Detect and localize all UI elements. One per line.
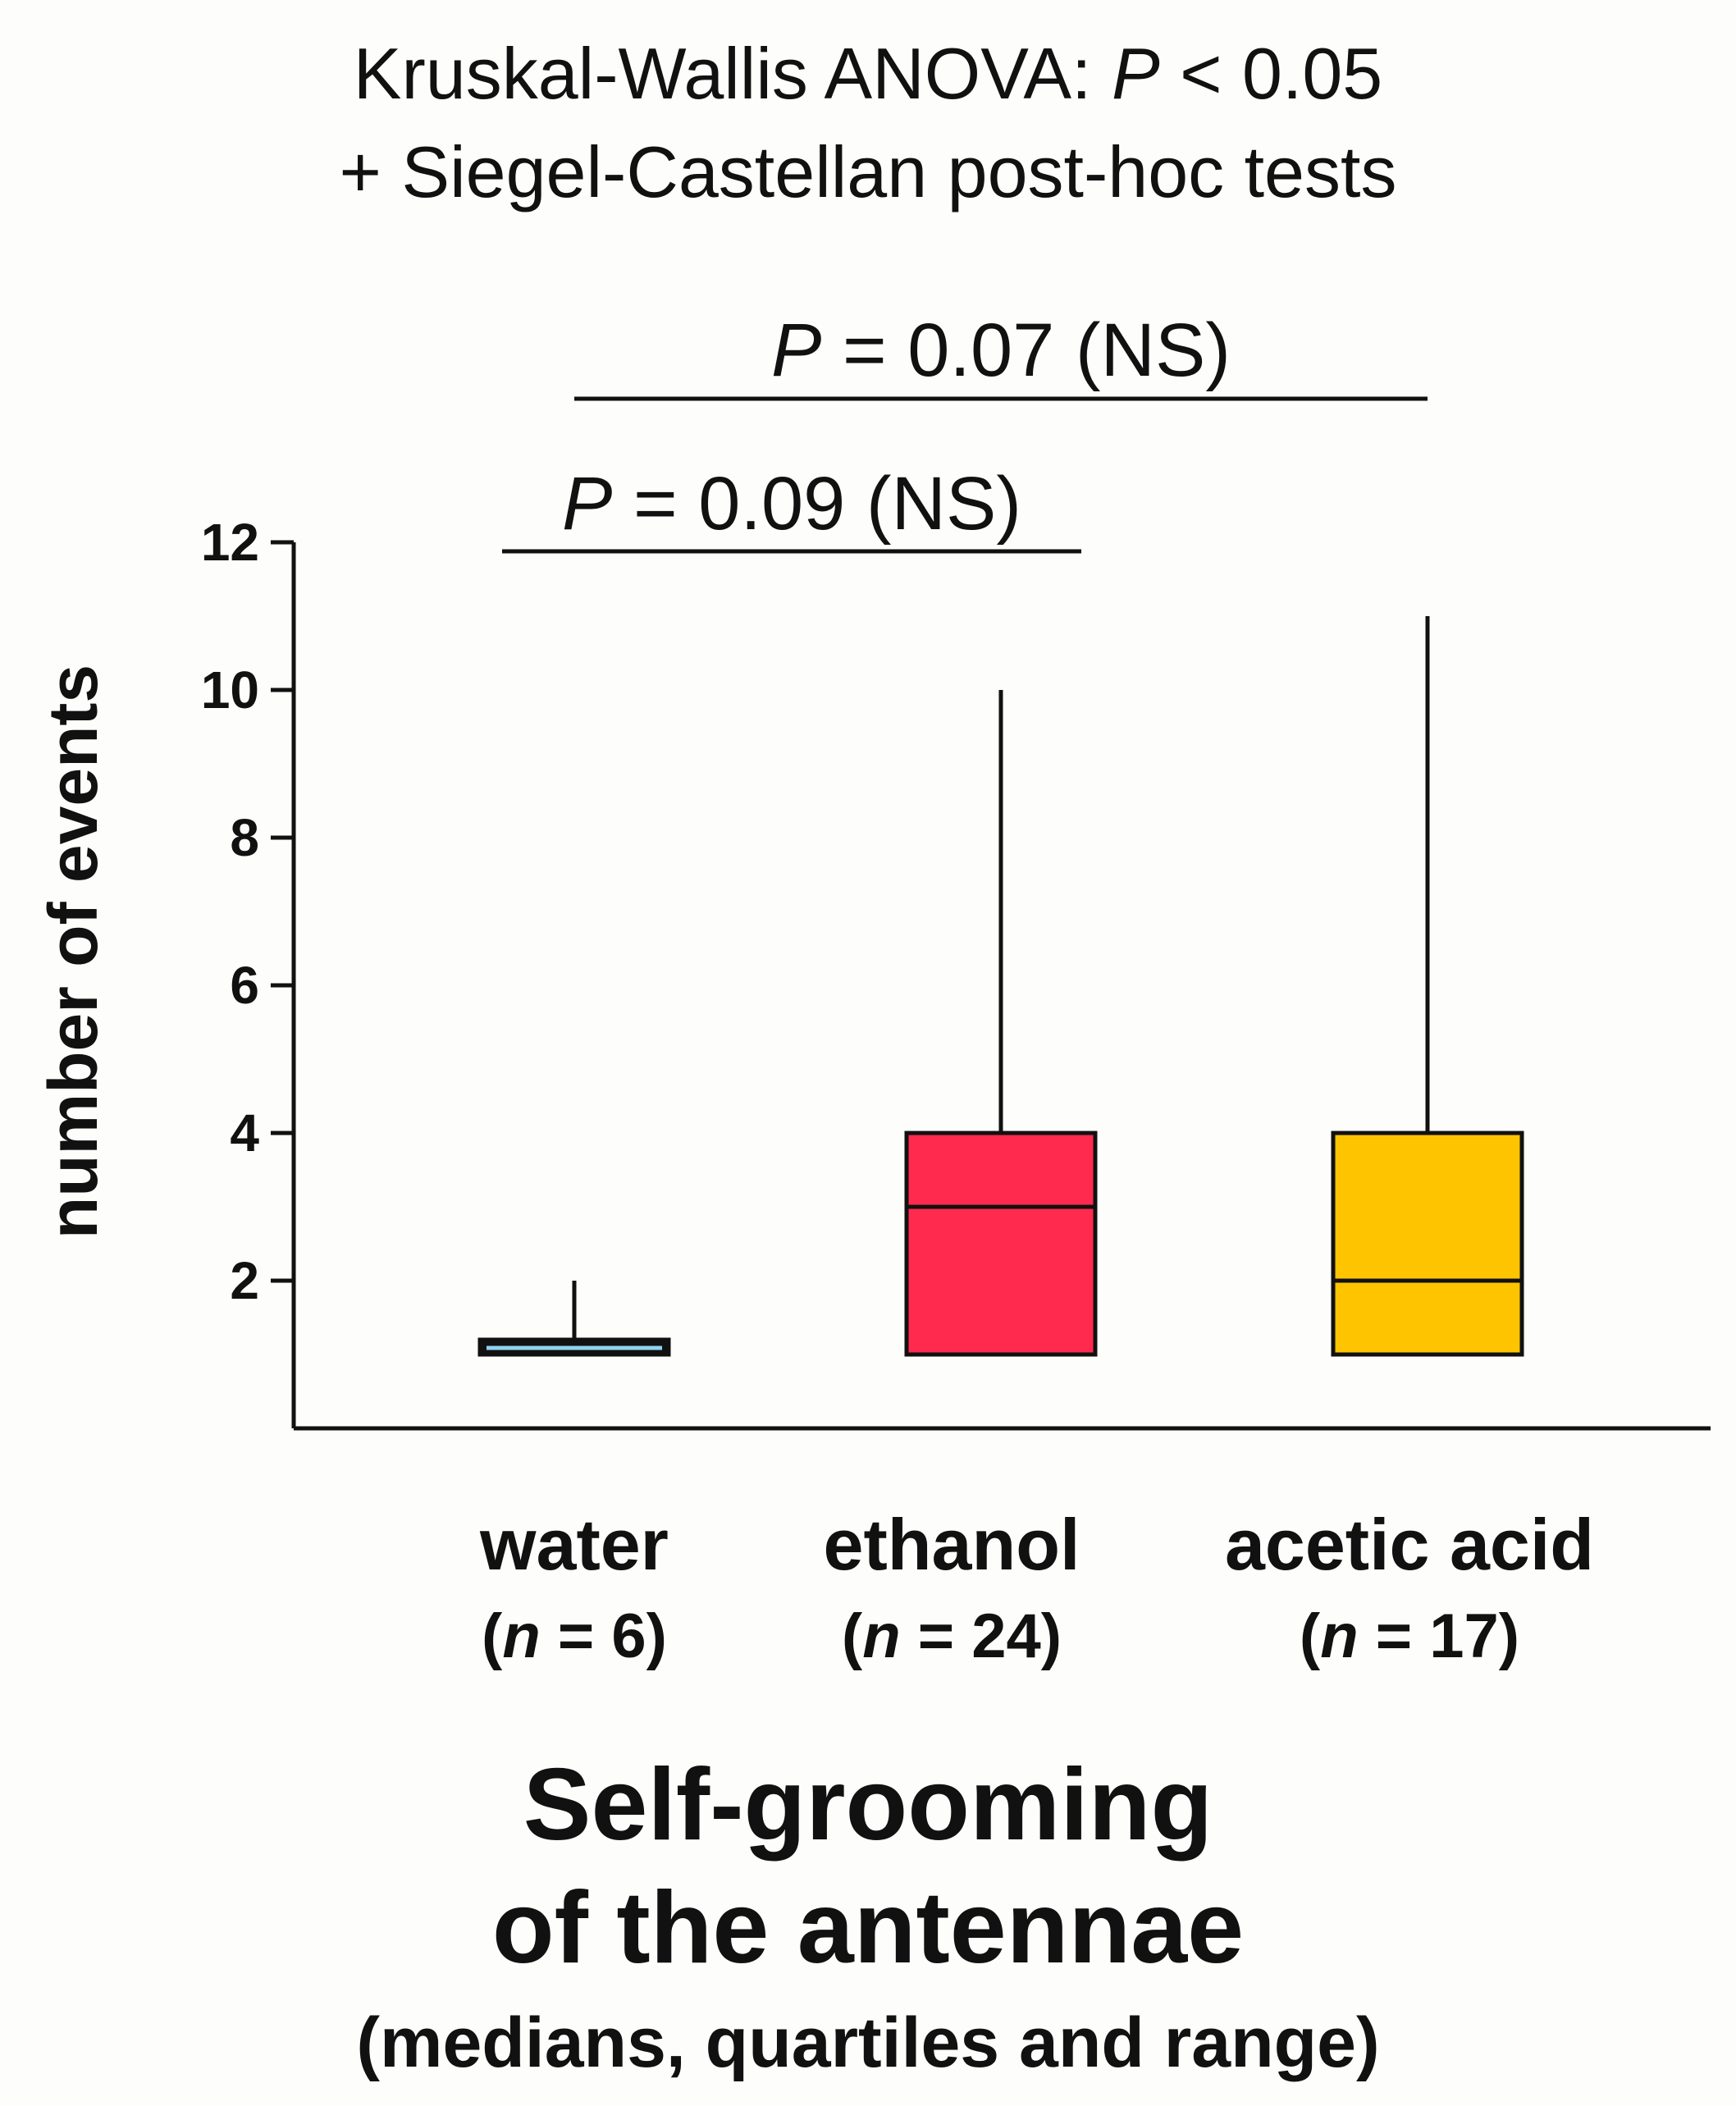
n-ethanol-value: = 24) [900, 1601, 1062, 1671]
y-axis-title: number of events [34, 665, 112, 1239]
comparison-label-2: P = 0.09 (NS) [562, 462, 1021, 546]
box-ethanol [904, 1131, 1098, 1357]
stats-p-symbol: P [1111, 33, 1160, 114]
chart-title-line-1: Self-grooming [523, 1748, 1213, 1862]
y-tick-label-10: 10 [201, 660, 259, 720]
n-acetic-value: = 17) [1358, 1601, 1520, 1671]
chart-title-line-2: of the antennae [491, 1871, 1245, 1985]
stats-p-value: < 0.05 [1159, 33, 1383, 114]
sample-size-ethanol: (n = 24) [841, 1601, 1062, 1671]
category-label-water: water [480, 1504, 669, 1585]
y-tick-label-2: 2 [230, 1251, 259, 1310]
y-tick-label-8: 8 [230, 808, 259, 867]
sample-size-acetic-acid: (n = 17) [1299, 1601, 1520, 1671]
stats-line-1: Kruskal-Wallis ANOVA: P < 0.05 [0, 33, 1736, 115]
n-water-value: = 6) [540, 1601, 667, 1671]
box-acetic-acid [1331, 1131, 1524, 1357]
chart-subtitle: (medians, quartiles and range) [356, 2003, 1380, 2082]
stats-test-name: Kruskal-Wallis ANOVA: [353, 33, 1112, 114]
category-label-ethanol: ethanol [823, 1504, 1080, 1585]
comparison-label-1: P = 0.07 (NS) [771, 308, 1231, 392]
y-tick-label-12: 12 [201, 513, 259, 572]
sample-size-water: (n = 6) [482, 1601, 667, 1671]
y-tick-label-6: 6 [230, 956, 259, 1015]
y-tick-label-4: 4 [230, 1103, 259, 1163]
category-label-acetic-acid: acetic acid [1224, 1504, 1595, 1585]
stats-line-2: + Siegel-Castellan post-hoc tests [339, 131, 1397, 212]
